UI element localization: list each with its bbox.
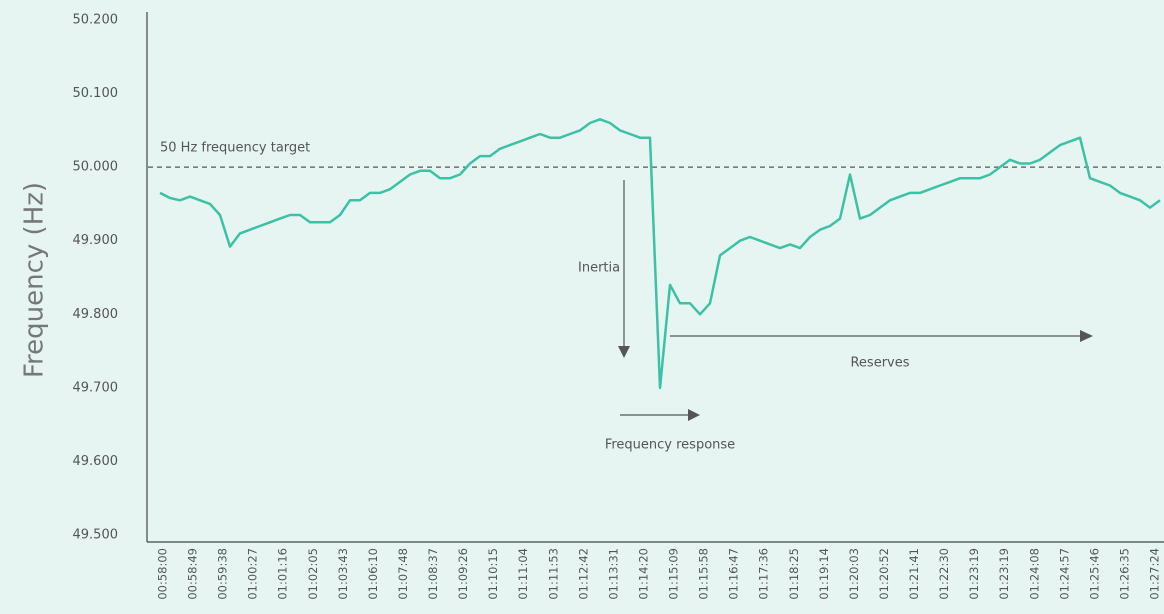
x-tick-label: 01:06:10 (366, 548, 380, 600)
x-tick-label: 01:15:09 (667, 548, 681, 600)
y-tick-label: 49.500 (73, 528, 119, 543)
annotation: Frequency response (605, 438, 735, 453)
x-tick-label: 01:18:25 (787, 548, 801, 600)
y-tick-label: 49.800 (73, 307, 119, 322)
x-tick-label: 01:20:03 (847, 548, 861, 600)
x-tick-label: 00:58:49 (186, 548, 200, 600)
x-tick-label: 01:14:20 (636, 548, 650, 600)
x-tick-label: 01:23:19 (997, 548, 1011, 600)
annotation: Inertia (578, 261, 620, 276)
y-tick-label: 49.900 (73, 233, 119, 248)
x-tick-label: 01:10:15 (486, 548, 500, 600)
x-tick-label: 01:24:57 (1057, 548, 1071, 600)
x-tick-label: 01:16:47 (727, 548, 741, 600)
x-tick-label: 01:01:16 (276, 548, 290, 600)
x-tick-label: 01:03:43 (336, 548, 350, 600)
x-tick-label: 01:15:58 (697, 548, 711, 600)
x-tick-label: 01:11:53 (546, 548, 560, 600)
x-tick-label: 01:25:46 (1087, 548, 1101, 600)
x-tick-label: 01:22:30 (937, 548, 951, 600)
y-tick-label: 49.700 (73, 380, 119, 395)
x-tick-label: 01:20:52 (877, 548, 891, 600)
annotation: Reserves (850, 356, 909, 371)
y-tick-label: 49.600 (73, 454, 119, 469)
x-tick-label: 01:26:35 (1117, 548, 1131, 600)
reference-label: 50 Hz frequency target (160, 141, 310, 156)
x-tick-label: 01:24:08 (1027, 548, 1041, 600)
arrow-head (688, 409, 700, 421)
y-tick-label: 50.000 (73, 160, 119, 175)
x-tick-label: 01:21:41 (907, 548, 921, 600)
x-tick-label: 01:23:19 (967, 548, 981, 600)
x-tick-label: 01:19:14 (817, 548, 831, 600)
x-tick-label: 01:17:36 (757, 548, 771, 600)
x-tick-label: 01:00:27 (246, 548, 260, 600)
x-tick-label: 01:27:24 (1148, 548, 1162, 600)
arrow-head (1080, 330, 1093, 342)
x-tick-label: 01:08:37 (426, 548, 440, 600)
frequency-line (159, 118, 1161, 390)
x-tick-label: 01:11:04 (516, 548, 530, 600)
x-tick-label: 00:59:38 (216, 548, 230, 600)
y-axis-title: Frequency (Hz) (20, 182, 50, 378)
x-tick-label: 01:02:05 (306, 548, 320, 600)
y-tick-label: 50.200 (73, 13, 119, 28)
x-tick-label: 01:07:48 (396, 548, 410, 600)
x-tick-label: 01:09:26 (456, 548, 470, 600)
arrow-head (618, 346, 630, 358)
x-tick-label: 01:12:42 (576, 548, 590, 600)
x-tick-label: 01:13:31 (606, 548, 620, 600)
x-tick-label: 00:58:00 (156, 548, 170, 600)
y-tick-label: 50.100 (73, 86, 119, 101)
